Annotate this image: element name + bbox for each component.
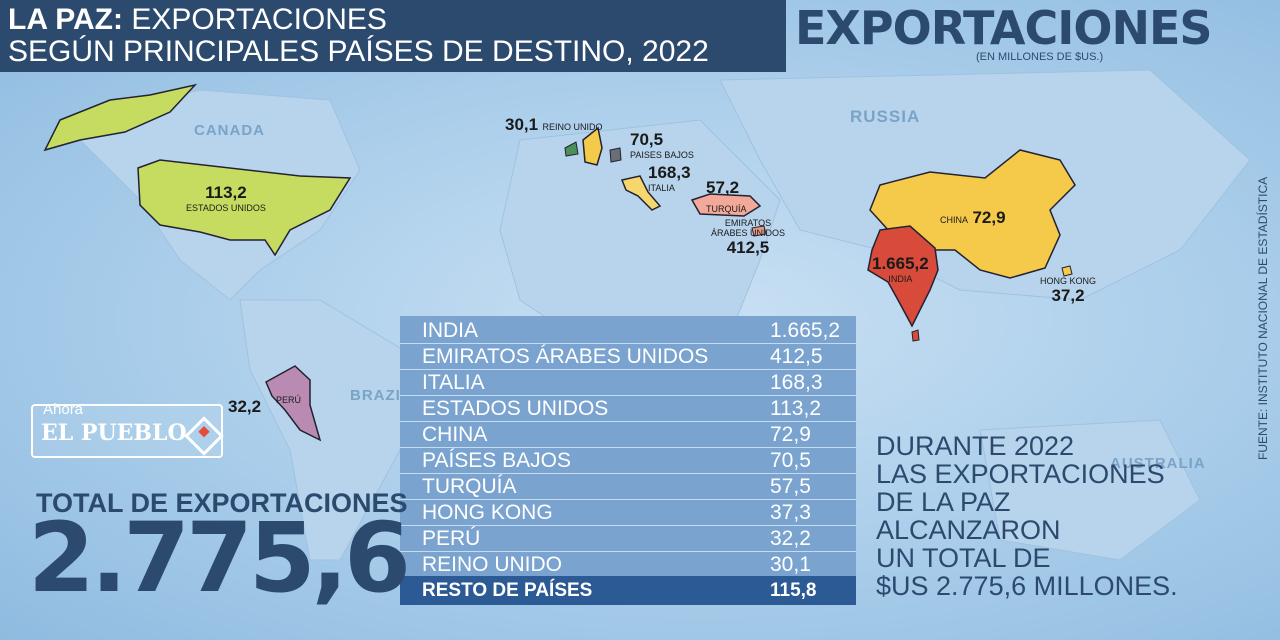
country-ireland (564, 141, 579, 157)
country-usa (137, 159, 352, 257)
total-label: TOTAL DE EXPORTACIONES (36, 488, 408, 518)
country-netherlands (609, 147, 622, 163)
country-india (867, 225, 939, 328)
table-cell-country: CHINA (422, 423, 488, 446)
table-cell-country: PERÚ (422, 527, 481, 550)
table-cell-value: 37,3 (770, 501, 811, 524)
table-row: INDIA 1.665,2 (400, 318, 856, 344)
units-note: (EN MILLONES DE $US.) (976, 51, 1104, 63)
summary-line: DE LA PAZ (876, 487, 1011, 517)
table-row: ITALIA 168,3 (400, 370, 856, 396)
logo-main-text: EL PUEBLO (41, 420, 187, 446)
country-hong-kong (1061, 265, 1073, 277)
table-cell-value: 57,5 (770, 475, 811, 498)
summary-line: DURANTE 2022 (876, 431, 1075, 461)
total-value: 2.775,6 (28, 502, 411, 614)
table-cell-value: 30,1 (770, 553, 811, 576)
logo-diamond-icon (184, 416, 224, 456)
summary-line: $US 2.775,6 MILLONES. (876, 571, 1178, 601)
section-heading: EXPORTACIONES (795, 1, 1212, 55)
landmass-south-america (239, 299, 421, 561)
table-cell-country: INDIA (422, 319, 479, 342)
country-turkey (690, 193, 762, 217)
country-italy (620, 175, 662, 211)
summary-line: ALCANZARON (876, 515, 1061, 545)
table-row: PAÍSES BAJOS 70,5 (400, 448, 856, 474)
geo-label-canada: CANADA (194, 122, 265, 139)
map-label-china: CHINA 72,9 (940, 208, 1006, 227)
title-line-2: SEGÚN PRINCIPALES PAÍSES DE DESTINO, 202… (8, 35, 709, 68)
table-cell-country: HONG KONG (422, 501, 553, 524)
table-footer-row: RESTO DE PAÍSES 115,8 (400, 576, 856, 605)
summary-line: LAS EXPORTACIONES (876, 459, 1165, 489)
summary-text: DURANTE 2022 LAS EXPORTACIONES DE LA PAZ AL… (876, 432, 1196, 600)
exports-table: REINO UNIDO 30,1 PERÚ 32,2 HONG KONG 37,3 TURQ… (400, 316, 856, 605)
map-label-estados-unidos: 113,2 ESTADOS UNIDOS (186, 183, 266, 213)
table-cell-value: 32,2 (770, 527, 811, 550)
source-note: FUENTE: INSTITUTO NACIONAL DE ESTADÍSTIC… (1256, 176, 1270, 460)
map-label-peru-value: 32,2 (228, 397, 262, 416)
table-row: CHINA 72,9 (400, 422, 856, 448)
title-banner: LA PAZ: EXPORTACIONES SEGÚN PRINCIPALES … (0, 0, 786, 72)
table-cell-value: 1.665,2 (770, 319, 841, 342)
table-row: EMIRATOS ÁRABES UNIDOS 412,5 (400, 344, 856, 370)
table-cell-country: ITALIA (422, 371, 485, 394)
el-pueblo-logo: Ahora EL PUEBLO (31, 401, 224, 458)
geo-label-australia: AUSTRALIA (1110, 455, 1206, 472)
table-cell-value: 168,3 (770, 371, 823, 394)
table-cell-value: 113,2 (770, 397, 821, 420)
country-peru (265, 365, 322, 442)
geo-label-brazil: BRAZIL (350, 387, 411, 404)
map-label-italia: 168,3 ITALIA (648, 163, 691, 193)
landmass-australia (979, 419, 1201, 561)
map-label-turquia: 57,2 TURQUÍA (706, 178, 747, 214)
table-cell-value: 70,5 (770, 449, 811, 472)
table-cell-country: REINO UNIDO (422, 553, 563, 576)
map-label-hong-kong: HONG KONG 37,2 (1040, 276, 1097, 305)
table-row: TURQUÍA 57,5 (400, 474, 856, 500)
table-cell-country: ESTADOS UNIDOS (422, 397, 609, 420)
geo-label-russia: RUSSIA (850, 107, 921, 126)
table-cell-value: 72,9 (770, 423, 811, 446)
country-uk (582, 126, 603, 166)
table-footer-value: 115,8 (770, 580, 817, 601)
logo-top-text: Ahora (43, 401, 84, 418)
title-line-1: LA PAZ: EXPORTACIONES (8, 3, 387, 36)
map-label-reino-unido: 30,1 REINO UNIDO (505, 115, 603, 134)
table-row: HONG KONG 37,3 (400, 500, 856, 526)
map-label-paises-bajos: 70,5 PAISES BAJOS (630, 130, 694, 160)
map-label-peru-name: PERÚ (276, 395, 302, 405)
map-label-india: 1.665,2 INDIA (872, 254, 929, 284)
table-footer-label: RESTO DE PAÍSES (422, 580, 593, 601)
table-cell-country: EMIRATOS ÁRABES UNIDOS (422, 345, 709, 368)
map-label-emiratos: EMIRATOS ÁRABES UNIDOS 412,5 (710, 218, 786, 257)
country-uae (751, 225, 767, 237)
table-row: PERÚ 32,2 (400, 526, 856, 552)
table-row: ESTADOS UNIDOS 113,2 (400, 396, 856, 422)
table-row: REINO UNIDO 30,1 (400, 552, 856, 578)
table-cell-country: TURQUÍA (422, 475, 517, 498)
country-sri-lanka (911, 329, 920, 342)
table-cell-value: 412,5 (770, 345, 823, 368)
summary-line: UN TOTAL DE (876, 543, 1051, 573)
table-cell-country: PAÍSES BAJOS (422, 449, 571, 472)
country-alaska (43, 83, 198, 152)
